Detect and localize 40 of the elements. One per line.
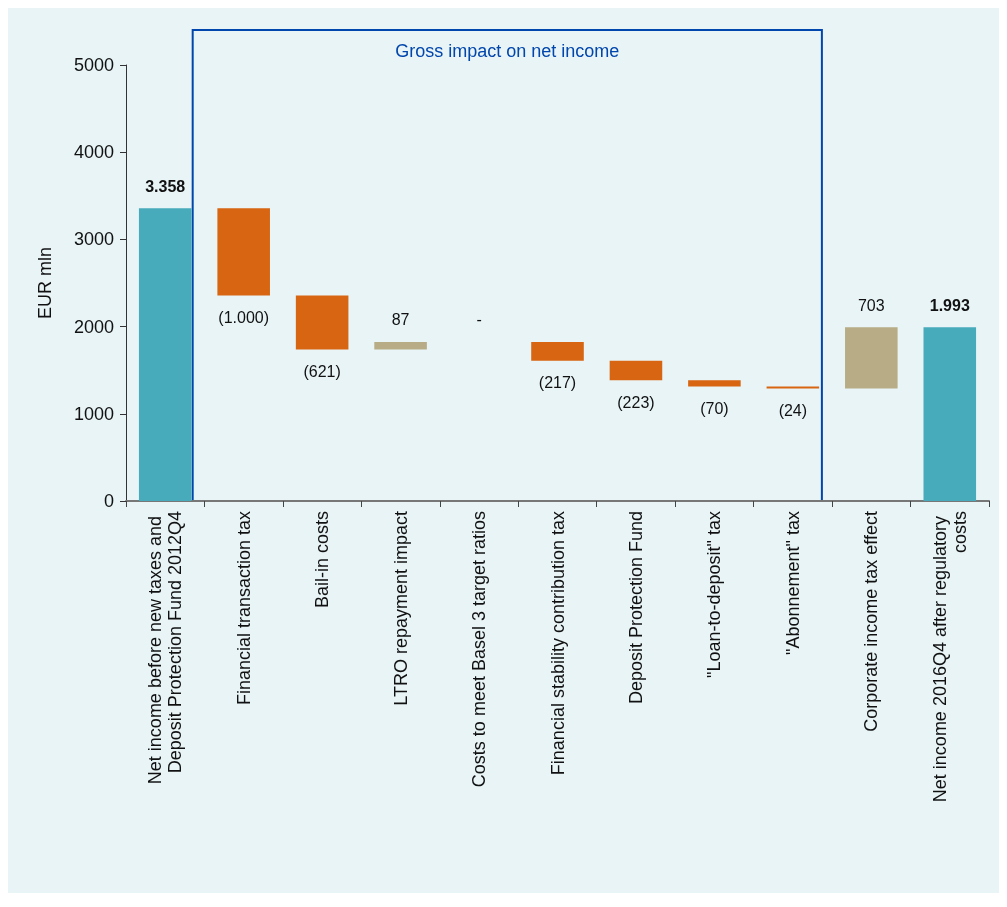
data-label: (70) — [700, 399, 729, 417]
bar — [766, 386, 820, 389]
y-tick-label: 4000 — [73, 142, 114, 163]
x-tick-label: Net income 2016Q4 after regulatory costs — [929, 511, 970, 803]
data-label: (24) — [778, 402, 808, 420]
data-label: (621) — [303, 363, 341, 381]
x-tick-label: Financial stability contribution tax — [547, 511, 568, 776]
x-tick-label: Financial transaction tax — [233, 511, 254, 706]
x-tick-label: "Loan-to-deposit" tax — [704, 511, 725, 678]
data-label: 3.358 — [145, 177, 186, 195]
x-tick-label: Bail-in costs — [312, 511, 333, 609]
bar — [138, 208, 192, 501]
data-label: (217) — [538, 374, 577, 392]
y-tick-label: 3000 — [73, 229, 114, 250]
y-axis-title: EUR mln — [35, 246, 55, 320]
bar — [295, 295, 349, 350]
bar — [609, 360, 663, 381]
bar — [374, 341, 427, 350]
x-tick-label: Deposit Protection Fund — [625, 511, 646, 705]
y-tick-label: 2000 — [73, 316, 114, 337]
bar — [845, 327, 898, 389]
data-label: 703 — [857, 296, 885, 314]
y-tick-label: 1000 — [73, 403, 114, 424]
data-label: (223) — [617, 393, 655, 411]
x-tick-label: LTRO repayment impact — [390, 511, 411, 706]
bar — [688, 380, 741, 387]
data-label: 1.993 — [929, 296, 970, 314]
x-tick-label: "Abonnement" tax — [782, 511, 803, 655]
bar — [217, 208, 270, 296]
text: Gross impact on net income — [395, 41, 620, 61]
data-label: 87 — [391, 311, 410, 329]
bar — [531, 341, 584, 361]
text: - — [476, 311, 482, 329]
x-tick-label: Costs to meet Basel 3 target ratios — [469, 511, 490, 788]
x-tick-label: Corporate income tax effect — [861, 511, 882, 732]
y-tick-label: 5000 — [73, 55, 114, 75]
x-tick-label: Net income before new taxes and Deposit Protection Fund 2012Q4 — [145, 511, 186, 785]
y-tick-label: 0 — [103, 491, 114, 511]
data-label: (1.000) — [218, 308, 270, 326]
bar — [923, 327, 977, 501]
